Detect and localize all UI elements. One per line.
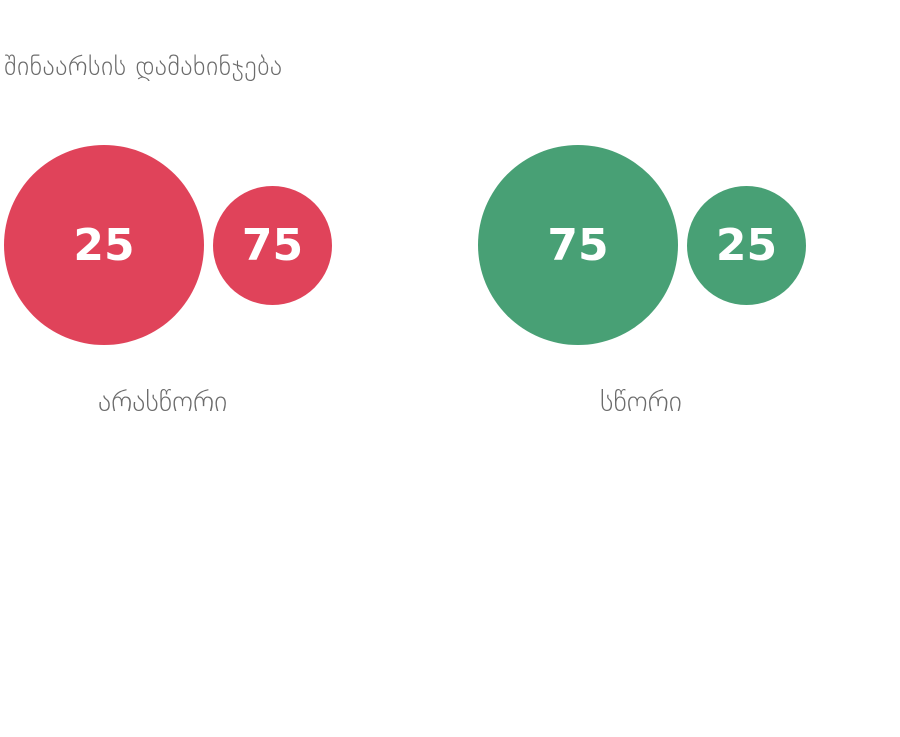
wrong-big-circle[interactable]: 25 [4, 145, 204, 345]
page-title: შინაარსის დამახინჯება [4, 52, 283, 82]
correct-small-circle[interactable]: 25 [687, 186, 806, 305]
wrong-label: არასწორი [98, 385, 228, 418]
group-correct: 75 25 სწორი [478, 145, 818, 425]
correct-big-circle[interactable]: 75 [478, 145, 678, 345]
wrong-small-circle[interactable]: 75 [213, 186, 332, 305]
group-wrong: 25 75 არასწორი [4, 145, 344, 425]
correct-label: სწორი [600, 385, 682, 418]
